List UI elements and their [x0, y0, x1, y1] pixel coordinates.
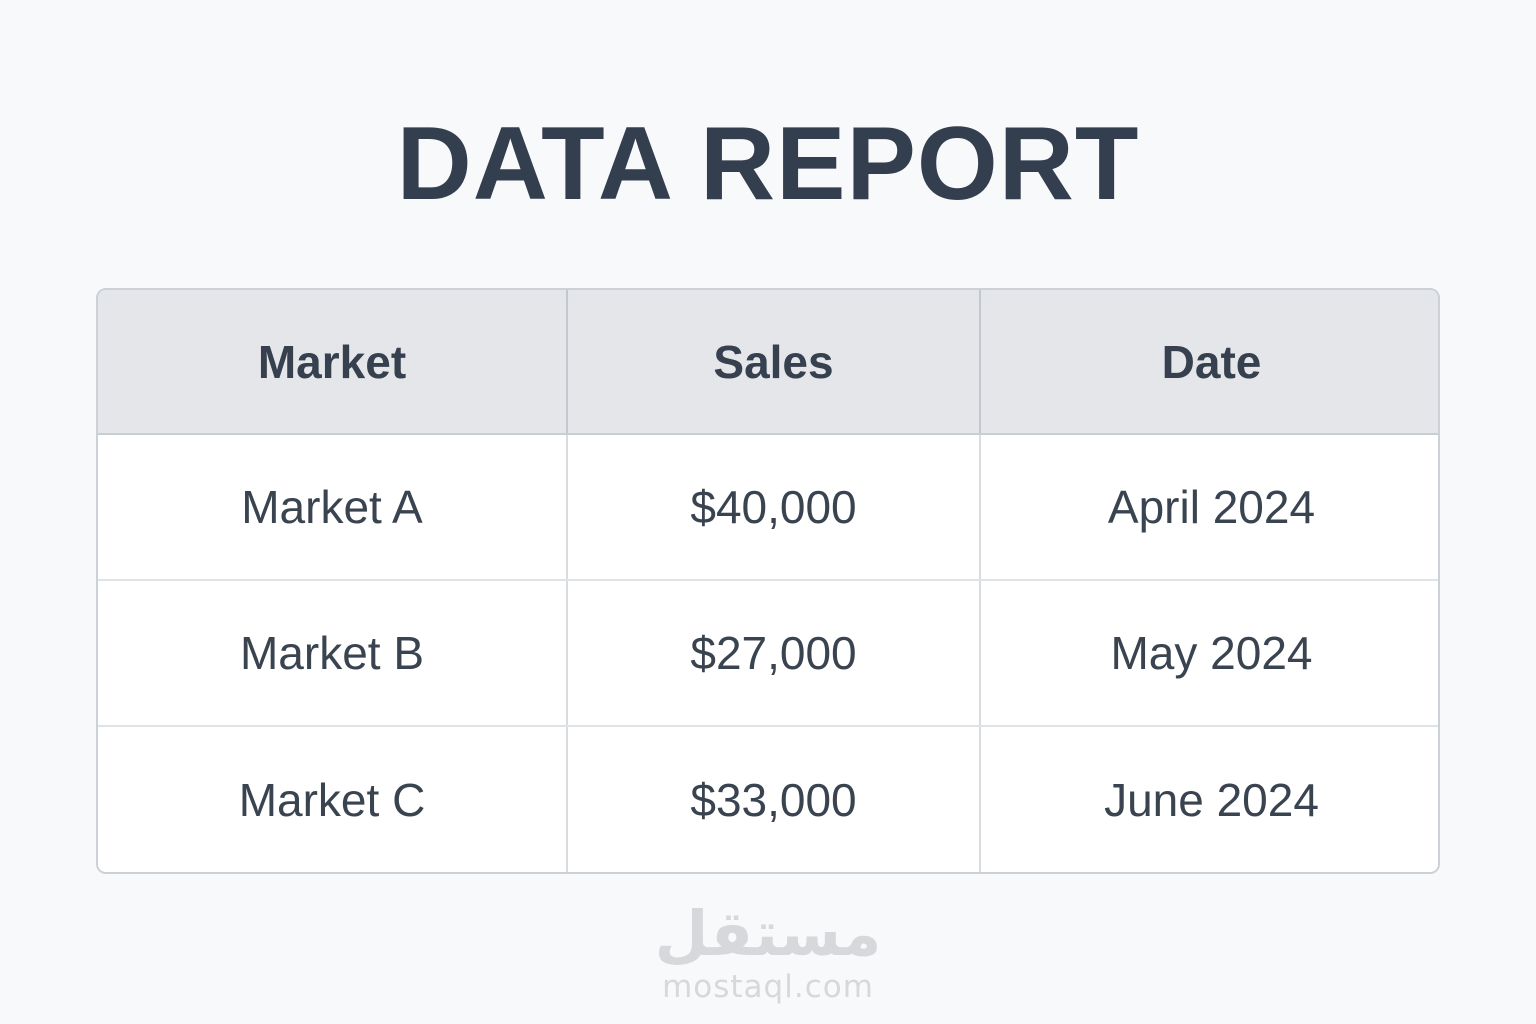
cell-market: Market C	[98, 726, 568, 872]
header-cell-market: Market	[98, 290, 568, 435]
watermark: مستقل mostaql.com	[0, 897, 1536, 1006]
cell-market: Market A	[98, 434, 568, 581]
cell-sales: $33,000	[567, 726, 981, 872]
data-report-table: Market Sales Date Market A $40,000 April…	[96, 288, 1440, 874]
page-title: DATA REPORT	[396, 106, 1140, 222]
cell-market: Market B	[98, 580, 568, 727]
table-row: Market B $27,000 May 2024	[98, 580, 1438, 727]
cell-date: April 2024	[980, 434, 1438, 581]
header-cell-sales: Sales	[567, 290, 981, 435]
cell-sales: $40,000	[567, 434, 981, 581]
header-cell-date: Date	[980, 290, 1438, 435]
mostaql-logo: مستقل	[654, 897, 882, 970]
table-row: Market A $40,000 April 2024	[98, 434, 1438, 581]
report-table: Market Sales Date Market A $40,000 April…	[98, 290, 1438, 872]
cell-sales: $27,000	[567, 580, 981, 727]
mostaql-url-text: mostaql.com	[662, 969, 874, 1006]
cell-date: June 2024	[980, 726, 1438, 872]
table-header-row: Market Sales Date	[98, 290, 1438, 435]
table-row: Market C $33,000 June 2024	[98, 726, 1438, 872]
cell-date: May 2024	[980, 580, 1438, 727]
